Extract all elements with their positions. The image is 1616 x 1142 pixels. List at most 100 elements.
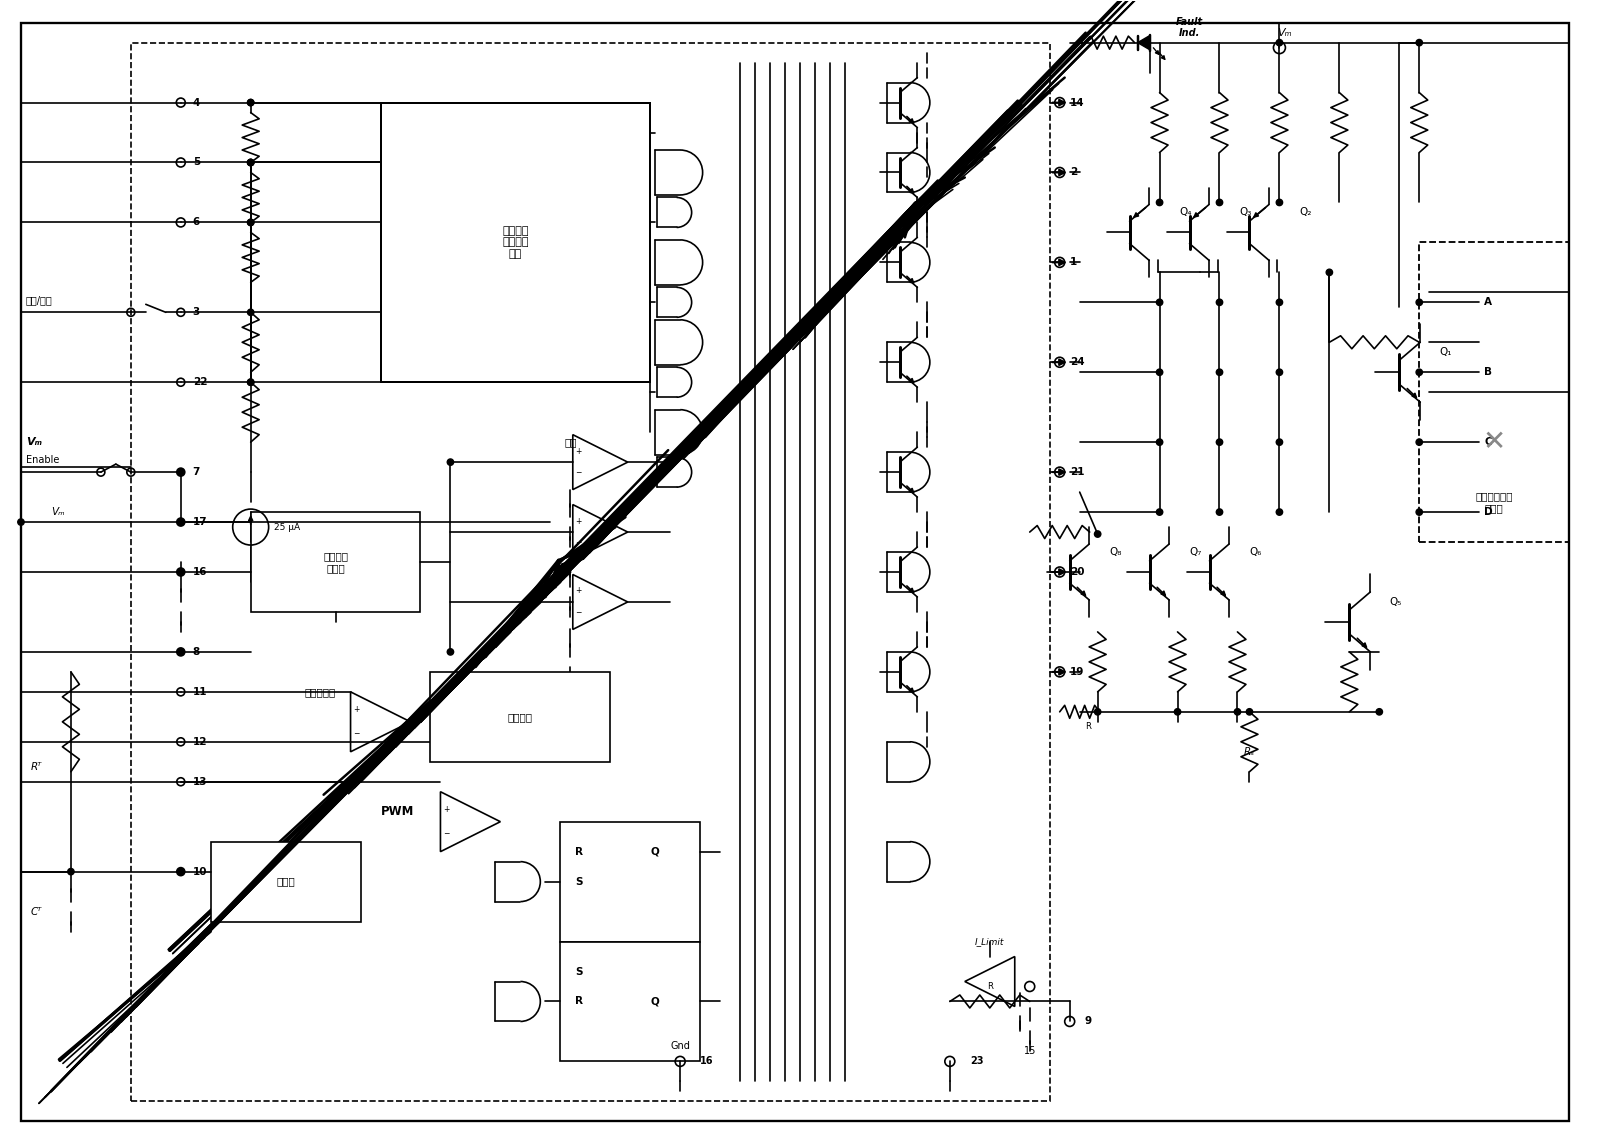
Circle shape [1217, 509, 1223, 515]
Circle shape [178, 469, 184, 475]
Circle shape [1277, 40, 1283, 46]
Circle shape [1157, 369, 1164, 376]
Text: 24: 24 [1070, 357, 1084, 368]
Circle shape [1217, 439, 1223, 445]
Text: 3: 3 [192, 307, 200, 317]
Text: Rₛ: Rₛ [1244, 747, 1256, 757]
Circle shape [178, 518, 184, 525]
Circle shape [178, 868, 184, 875]
Circle shape [1416, 369, 1422, 376]
Circle shape [696, 209, 703, 216]
Circle shape [1277, 509, 1283, 515]
Text: Fault
Ind.: Fault Ind. [1176, 17, 1202, 39]
Circle shape [178, 518, 184, 525]
Text: 16: 16 [700, 1056, 714, 1067]
Circle shape [247, 99, 254, 106]
Bar [250, 512, 420, 612]
Text: R: R [1084, 722, 1091, 731]
Text: 5: 5 [192, 158, 200, 168]
Text: Q₅: Q₅ [1390, 597, 1401, 606]
Text: 1: 1 [1070, 257, 1076, 267]
Text: 8: 8 [192, 646, 200, 657]
Text: 4: 4 [192, 97, 200, 107]
Circle shape [247, 219, 254, 226]
Circle shape [178, 518, 184, 525]
Text: 6: 6 [192, 217, 200, 227]
Text: D: D [1483, 507, 1493, 517]
Circle shape [448, 649, 454, 656]
Circle shape [1277, 369, 1283, 376]
Text: 基准电压
稳压器: 基准电压 稳压器 [323, 552, 347, 573]
Circle shape [1175, 709, 1181, 715]
Circle shape [247, 159, 254, 166]
Text: +: + [443, 805, 449, 814]
Text: +: + [575, 587, 582, 595]
Circle shape [1416, 509, 1422, 515]
Circle shape [247, 159, 254, 166]
Bar [131, 42, 1050, 1101]
Text: Q₈: Q₈ [1110, 547, 1122, 557]
Bar [210, 842, 360, 922]
Text: +: + [575, 447, 582, 456]
Circle shape [178, 569, 184, 576]
Text: −: − [443, 829, 449, 838]
Text: −: − [354, 730, 360, 738]
Text: −: − [575, 468, 582, 477]
Circle shape [1217, 369, 1223, 376]
Text: Q₃: Q₃ [1239, 208, 1252, 217]
Text: 过热保护: 过热保护 [507, 711, 533, 722]
Circle shape [247, 99, 254, 106]
Circle shape [1377, 709, 1383, 715]
Circle shape [247, 379, 254, 386]
Circle shape [1157, 439, 1164, 445]
Text: 17: 17 [192, 517, 207, 528]
Text: Q₄: Q₄ [1180, 208, 1193, 217]
Text: +: + [575, 516, 582, 525]
Text: C: C [1483, 437, 1492, 448]
Text: R: R [575, 997, 583, 1006]
Circle shape [1246, 709, 1252, 715]
Text: R: R [575, 846, 583, 856]
Text: Q₆: Q₆ [1249, 547, 1262, 557]
Text: 15: 15 [1023, 1046, 1036, 1056]
Text: 21: 21 [1070, 467, 1084, 477]
Text: 10: 10 [192, 867, 207, 877]
Text: A: A [1483, 297, 1492, 307]
Text: 过压: 过压 [564, 437, 577, 448]
Circle shape [1157, 299, 1164, 306]
Polygon shape [1138, 35, 1149, 49]
Circle shape [1217, 199, 1223, 206]
Circle shape [1157, 509, 1164, 515]
Circle shape [247, 219, 254, 226]
Text: +: + [354, 706, 360, 715]
Bar [430, 671, 611, 762]
Text: 2: 2 [1070, 168, 1076, 177]
Circle shape [178, 649, 184, 656]
Text: Enable: Enable [26, 456, 60, 465]
Circle shape [247, 159, 254, 166]
Text: Q₂: Q₂ [1299, 208, 1312, 217]
Bar [561, 941, 700, 1061]
Text: Rᵀ: Rᵀ [31, 762, 42, 772]
Circle shape [1416, 40, 1422, 46]
Text: 16: 16 [192, 566, 207, 577]
Text: Q₁: Q₁ [1440, 347, 1451, 357]
Text: 7: 7 [192, 467, 200, 477]
Circle shape [247, 309, 254, 315]
Text: S: S [575, 877, 583, 886]
Text: PWM: PWM [380, 805, 414, 818]
Circle shape [178, 868, 184, 875]
Text: 22: 22 [192, 377, 207, 387]
Text: 误差放大器: 误差放大器 [305, 686, 336, 697]
Text: Q₇: Q₇ [1189, 547, 1202, 557]
Text: 转子位置
检测处理
电路: 转子位置 检测处理 电路 [503, 226, 528, 259]
Text: 9: 9 [1084, 1016, 1092, 1027]
Text: 19: 19 [1070, 667, 1084, 677]
Text: Cᵀ: Cᵀ [31, 907, 42, 917]
Text: 14: 14 [1070, 97, 1084, 107]
Circle shape [696, 468, 703, 475]
Circle shape [1277, 199, 1283, 206]
Circle shape [1157, 199, 1164, 206]
Text: 四相直流无刷
电动机: 四相直流无刷 电动机 [1475, 491, 1513, 513]
Bar [561, 822, 700, 941]
